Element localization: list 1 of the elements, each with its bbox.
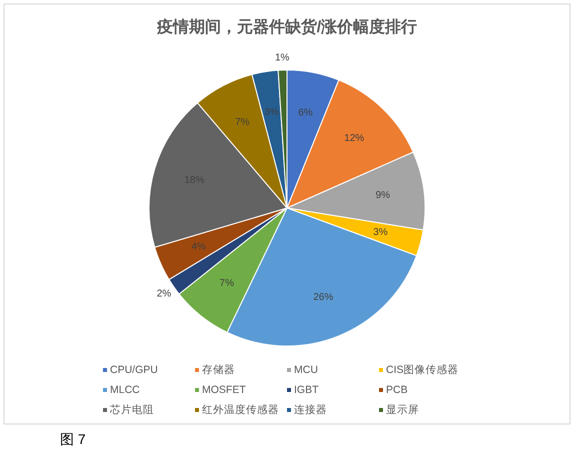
title: 疫情期间，元器件缺货/涨价幅度排行 — [156, 19, 418, 36]
